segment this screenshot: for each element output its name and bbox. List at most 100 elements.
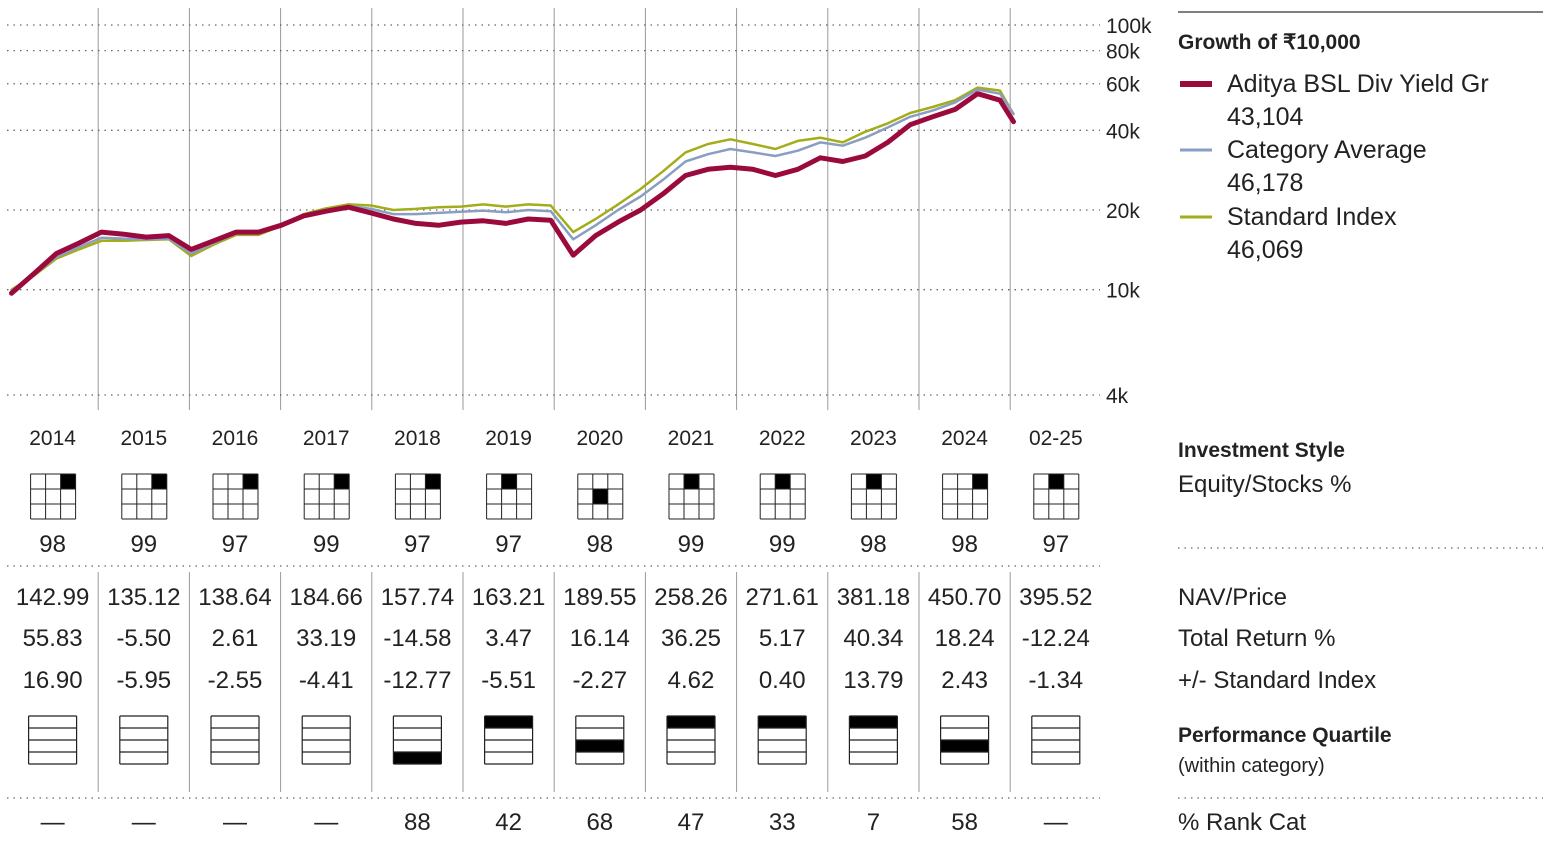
year-label: 2019 <box>485 427 532 450</box>
y-tick-label: 80k <box>1106 41 1140 64</box>
total-return-value: 16.14 <box>570 625 630 652</box>
quartile-box <box>484 715 534 765</box>
total-return-value: 36.25 <box>661 625 721 652</box>
equity-pct-value: 99 <box>678 531 705 558</box>
style-box <box>212 473 259 520</box>
total-return-value: 33.19 <box>296 625 356 652</box>
nav-value: 258.26 <box>654 584 727 611</box>
total-return-value: 55.83 <box>23 625 83 652</box>
year-label: 02-25 <box>1029 427 1083 450</box>
vs-index-label: +/- Standard Index <box>1178 667 1376 694</box>
total-return-value: -12.24 <box>1022 625 1090 652</box>
year-label: 2023 <box>850 427 897 450</box>
style-box <box>577 473 624 520</box>
rank-cat-value: — <box>132 809 156 836</box>
equity-stocks-label: Equity/Stocks % <box>1178 471 1351 498</box>
nav-value: 381.18 <box>837 584 910 611</box>
year-label: 2017 <box>303 427 350 450</box>
equity-pct-value: 97 <box>404 531 431 558</box>
style-box <box>850 473 897 520</box>
rank-cat-value: 7 <box>867 809 880 836</box>
rank-cat-value: 68 <box>586 809 613 836</box>
vs-index-value: 4.62 <box>668 667 715 694</box>
nav-value: 395.52 <box>1019 584 1092 611</box>
legend-title: Growth of ₹10,000 <box>1178 31 1361 54</box>
equity-pct-value: 99 <box>130 531 157 558</box>
total-return-value: 3.47 <box>485 625 532 652</box>
vs-index-value: -2.27 <box>572 667 627 694</box>
y-tick-label: 100k <box>1106 15 1152 38</box>
vs-index-value: -5.51 <box>481 667 536 694</box>
style-box <box>486 473 533 520</box>
total-return-label: Total Return % <box>1178 625 1335 652</box>
nav-value: 450.70 <box>928 584 1001 611</box>
year-label: 2015 <box>120 427 167 450</box>
equity-pct-value: 98 <box>39 531 66 558</box>
rank-cat-value: — <box>1044 809 1068 836</box>
equity-pct-value: 97 <box>495 531 522 558</box>
style-box <box>1033 473 1080 520</box>
quartile-box <box>666 715 716 765</box>
style-box <box>30 473 77 520</box>
y-tick-label: 40k <box>1106 120 1140 143</box>
style-box <box>394 473 441 520</box>
equity-pct-value: 99 <box>313 531 340 558</box>
series-line-standard-index <box>10 86 1015 291</box>
equity-pct-value: 98 <box>951 531 978 558</box>
nav-price-label: NAV/Price <box>1178 584 1287 611</box>
total-return-value: -5.50 <box>116 625 171 652</box>
quartile-box <box>210 715 260 765</box>
vs-index-value: 2.43 <box>941 667 988 694</box>
legend-value-fund: 43,104 <box>1227 103 1304 131</box>
nav-value: 163.21 <box>472 584 545 611</box>
legend-value-index: 46,069 <box>1227 236 1303 264</box>
style-box <box>759 473 806 520</box>
y-tick-label: 60k <box>1106 74 1140 97</box>
nav-value: 135.12 <box>107 584 180 611</box>
equity-pct-value: 99 <box>769 531 796 558</box>
legend-label-fund: Aditya BSL Div Yield Gr <box>1227 70 1489 98</box>
equity-pct-value: 98 <box>860 531 887 558</box>
rank-cat-value: — <box>223 809 247 836</box>
series-line-aditya-bsl-div-yield-gr <box>9 91 1016 296</box>
quartile-box <box>939 715 990 765</box>
quartile-box <box>757 715 807 765</box>
style-box <box>942 473 989 520</box>
rank-cat-label: % Rank Cat <box>1178 809 1306 836</box>
vs-index-value: -12.77 <box>383 667 451 694</box>
quartile-box <box>301 715 351 765</box>
series-line-category-average <box>10 88 1015 293</box>
vs-index-value: 13.79 <box>843 667 903 694</box>
year-label: 2018 <box>394 427 441 450</box>
year-label: 2014 <box>29 427 76 450</box>
vs-index-value: -2.55 <box>208 667 263 694</box>
nav-value: 184.66 <box>289 584 362 611</box>
nav-value: 142.99 <box>16 584 89 611</box>
rank-cat-value: 47 <box>678 809 705 836</box>
vs-index-value: -1.34 <box>1028 667 1083 694</box>
vs-index-value: -4.41 <box>299 667 354 694</box>
style-box <box>303 473 350 520</box>
year-label: 2024 <box>941 427 988 450</box>
year-label: 2016 <box>212 427 259 450</box>
total-return-value: 5.17 <box>759 625 806 652</box>
style-box <box>668 473 715 520</box>
total-return-value: 40.34 <box>843 625 903 652</box>
nav-value: 189.55 <box>563 584 636 611</box>
performance-quartile-label: Performance Quartile <box>1178 724 1392 747</box>
equity-pct-value: 97 <box>222 531 249 558</box>
year-label: 2022 <box>759 427 806 450</box>
total-return-value: 2.61 <box>212 625 259 652</box>
rank-cat-value: 58 <box>951 809 978 836</box>
rank-cat-value: 88 <box>404 809 431 836</box>
nav-value: 271.61 <box>745 584 818 611</box>
rank-cat-value: 33 <box>769 809 796 836</box>
quartile-box <box>848 715 899 765</box>
quartile-box <box>1031 715 1081 765</box>
vs-index-value: 16.90 <box>23 667 83 694</box>
vs-index-value: -5.95 <box>116 667 171 694</box>
rank-cat-value: — <box>41 809 65 836</box>
legend-value-category: 46,178 <box>1227 169 1303 197</box>
